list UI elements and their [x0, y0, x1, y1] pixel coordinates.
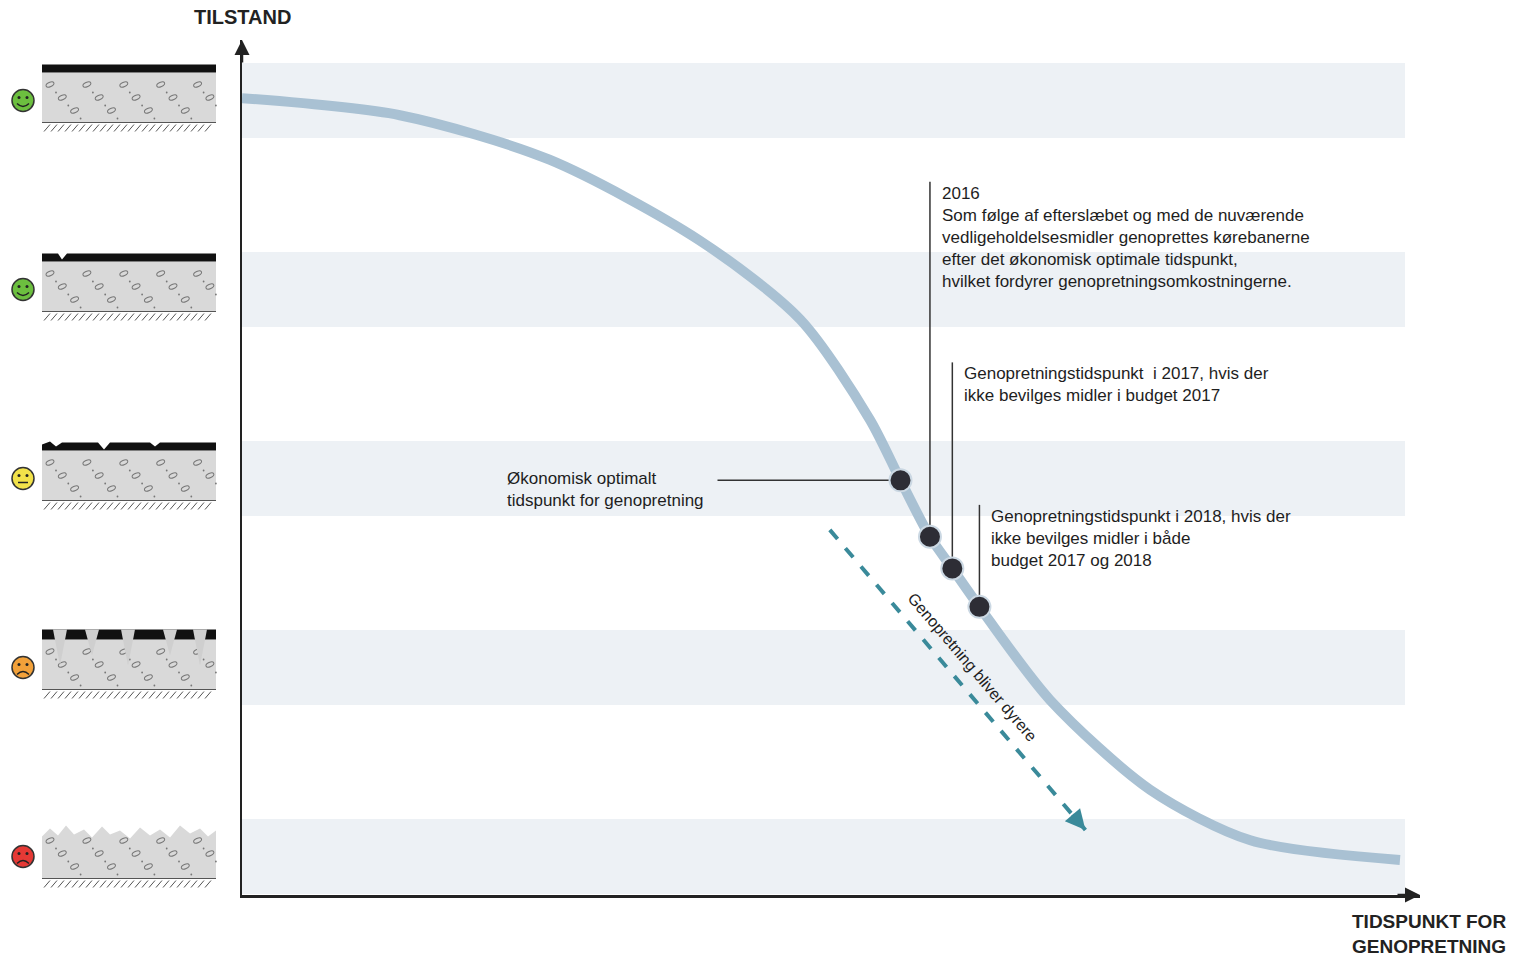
svg-text:Genopretningstidspunkt i 2017: Genopretningstidspunkt i 2017, hvis deri… [964, 364, 1269, 405]
svg-text:Økonomisk optimalttidspunkt fo: Økonomisk optimalttidspunkt for genopret… [507, 469, 704, 510]
svg-text:TILSTAND: TILSTAND [194, 6, 291, 28]
svg-text:2016Som følge af efterslæbet o: 2016Som følge af efterslæbet og med de n… [942, 184, 1310, 291]
svg-text:TIDSPUNKT FORGENOPRETNING: TIDSPUNKT FORGENOPRETNING [1352, 911, 1506, 957]
svg-text:Genopretning bliver dyrere: Genopretning bliver dyrere [905, 590, 1041, 745]
svg-text:Genopretningstidspunkt i 2018,: Genopretningstidspunkt i 2018, hvis deri… [991, 507, 1291, 570]
